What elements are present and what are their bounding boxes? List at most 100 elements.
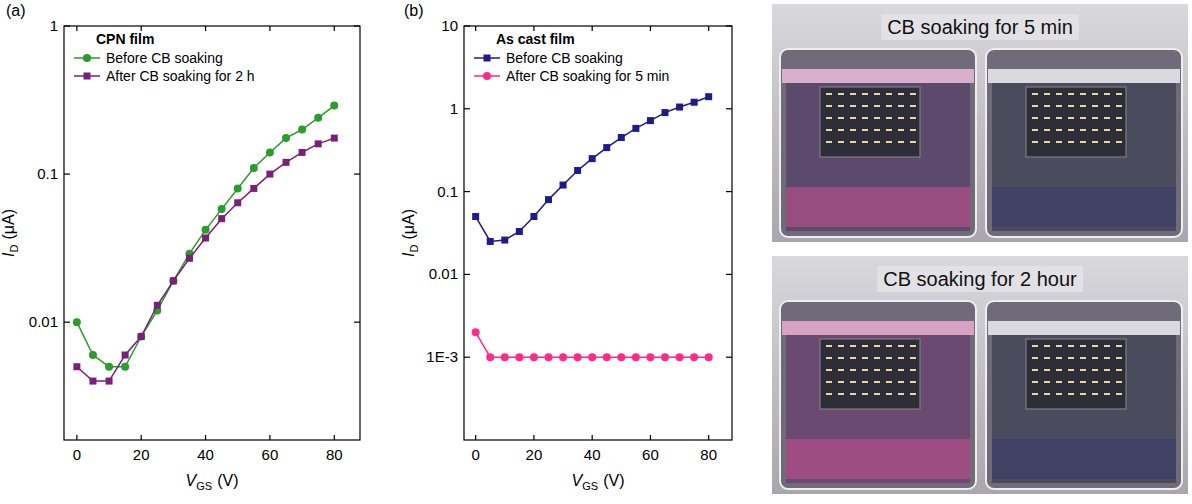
- electrode: [1092, 129, 1098, 131]
- reflection: [992, 187, 1176, 227]
- liquid: [786, 83, 970, 231]
- marker: [298, 126, 306, 134]
- series-line: [77, 106, 334, 367]
- electrode: [886, 93, 892, 95]
- electrode: [886, 345, 892, 347]
- marker: [501, 237, 508, 244]
- electrode: [1068, 369, 1074, 371]
- electrode: [910, 129, 916, 131]
- x-tick-label: 20: [526, 446, 543, 463]
- x-tick: [533, 435, 534, 440]
- beaker: [986, 49, 1182, 237]
- marker: [676, 353, 684, 361]
- panel-label: (b): [404, 2, 424, 19]
- data-group: [73, 102, 338, 385]
- x-tick: [334, 435, 335, 440]
- x-tick: [205, 26, 206, 31]
- x-tick: [141, 435, 142, 440]
- electrode: [1116, 117, 1122, 119]
- electrode: [1080, 345, 1086, 347]
- electrode: [838, 393, 844, 395]
- series-line: [476, 97, 709, 242]
- marker: [83, 54, 91, 62]
- photo-background: [772, 256, 1188, 494]
- y-tick-label: 1: [50, 17, 58, 34]
- marker: [202, 235, 209, 242]
- y-tick: [726, 108, 732, 109]
- y-tick: [354, 322, 360, 323]
- beaker: [780, 301, 976, 489]
- x-tick: [76, 435, 77, 440]
- beaker-band: [988, 321, 1180, 335]
- electrode: [1092, 357, 1098, 359]
- x-tick: [475, 26, 476, 31]
- electrode: [1080, 117, 1086, 119]
- x-tick-label: 80: [700, 446, 717, 463]
- electrode: [898, 393, 904, 395]
- electrode: [1044, 141, 1050, 143]
- reflection: [992, 439, 1176, 479]
- electrode: [1092, 93, 1098, 95]
- electrode: [898, 117, 904, 119]
- electrode: [874, 141, 880, 143]
- electrode: [1080, 141, 1086, 143]
- electrode: [1032, 393, 1038, 395]
- photo-caption: CB soaking for 5 min: [887, 16, 1073, 38]
- electrode: [850, 141, 856, 143]
- electrode: [1104, 345, 1110, 347]
- marker: [574, 353, 582, 361]
- x-tick: [269, 26, 270, 31]
- series-line: [77, 138, 334, 381]
- electrode: [1044, 93, 1050, 95]
- electrode: [1032, 129, 1038, 131]
- marker: [218, 215, 225, 222]
- beaker: [986, 301, 1182, 489]
- plot-frame: [64, 26, 360, 440]
- electrode: [1044, 117, 1050, 119]
- electrode: [838, 381, 844, 383]
- marker: [632, 125, 639, 132]
- electrode: [850, 117, 856, 119]
- electrode: [850, 381, 856, 383]
- electrode: [1056, 393, 1062, 395]
- marker: [472, 213, 479, 220]
- electrode: [874, 117, 880, 119]
- electrode: [1056, 93, 1062, 95]
- electrode: [1104, 129, 1110, 131]
- marker: [170, 277, 177, 284]
- panel: 0204060801E-30.010.1110VGS(V)ID(μA)(b)As…: [400, 2, 732, 492]
- liquid: [992, 335, 1176, 483]
- legend-entry: After CB soaking for 5 min: [506, 68, 669, 84]
- marker: [84, 73, 91, 80]
- y-tick: [726, 357, 732, 358]
- electrode: [826, 393, 832, 395]
- legend-title: As cast film: [496, 31, 575, 47]
- legend-entry: Before CB soaking: [506, 50, 623, 66]
- electrode: [910, 369, 916, 371]
- electrode: [898, 93, 904, 95]
- x-tick: [76, 26, 77, 31]
- legend-title: CPN film: [96, 31, 154, 47]
- marker: [691, 99, 698, 106]
- electrode: [886, 381, 892, 383]
- electrode: [910, 141, 916, 143]
- marker: [330, 102, 338, 110]
- electrode: [1044, 381, 1050, 383]
- liquid: [992, 83, 1176, 231]
- substrate: [820, 339, 920, 409]
- electrode: [862, 381, 868, 383]
- marker: [105, 363, 113, 371]
- y-axis-title: ID(μA): [400, 209, 420, 257]
- photo: CB soaking for 2 hour: [772, 256, 1188, 494]
- electrode: [862, 369, 868, 371]
- electrode: [1092, 141, 1098, 143]
- electrode: [1116, 105, 1122, 107]
- substrate: [1026, 87, 1126, 157]
- x-axis-sub: GS: [582, 480, 598, 492]
- x-axis-unit: (V): [603, 472, 624, 489]
- y-tick: [726, 191, 732, 192]
- marker: [487, 238, 494, 245]
- beaker-band: [782, 321, 974, 335]
- electrode: [826, 369, 832, 371]
- data-group: [472, 93, 713, 361]
